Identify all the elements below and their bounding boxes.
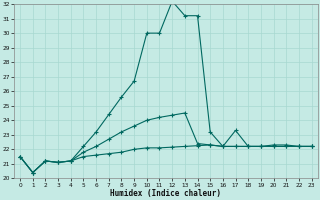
X-axis label: Humidex (Indice chaleur): Humidex (Indice chaleur) xyxy=(110,189,221,198)
